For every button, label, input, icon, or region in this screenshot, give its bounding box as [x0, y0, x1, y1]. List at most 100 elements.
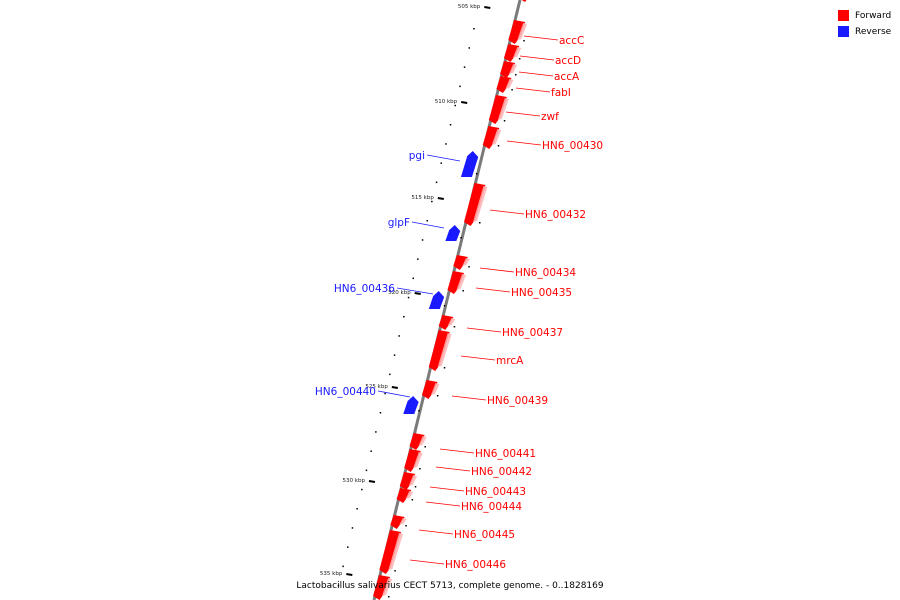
minor-tick	[370, 450, 372, 452]
reverse-gene-arrow	[460, 151, 479, 177]
forward-gene-label: HN6_00442	[471, 466, 532, 478]
minor-tick	[351, 527, 354, 529]
forward-leader-line	[425, 501, 461, 507]
forward-leader-line	[435, 466, 471, 472]
forward-gene-label: HN6_00445	[454, 529, 515, 541]
legend-reverse: Reverse	[838, 24, 891, 39]
forward-gene-arrow	[438, 315, 456, 330]
forward-gene-arrow	[464, 183, 488, 226]
gene-arrows	[373, 0, 528, 600]
forward-gene-label: mrcA	[496, 355, 524, 367]
minor-tick	[342, 565, 344, 568]
scale-tick-mark	[437, 197, 444, 200]
forward-leader-line	[429, 486, 465, 492]
minor-tick	[449, 124, 452, 126]
forward-leader-line	[489, 209, 525, 215]
forward-gene-label: HN6_00444	[461, 501, 522, 513]
forward-gene-arrow	[496, 76, 514, 93]
reverse-gene-label: HN6_00440	[315, 386, 376, 398]
minor-tick	[403, 316, 405, 318]
forward-gene-arrow	[404, 449, 423, 472]
scale-tick-mark	[484, 6, 491, 9]
minor-tick	[421, 239, 424, 241]
minor-tick	[379, 412, 382, 414]
forward-gene-arrow	[447, 271, 467, 294]
forward-gene-arrow	[488, 95, 509, 124]
scale-tick-label: 520 kbp	[388, 290, 411, 296]
reverse-gene-label: pgi	[409, 150, 425, 162]
minor-tick	[468, 47, 470, 49]
forward-swatch	[838, 10, 849, 21]
forward-leader-line	[418, 529, 454, 535]
forward-gene-arrow	[521, 0, 527, 2]
forward-gene-label: accA	[554, 71, 580, 83]
forward-gene-arrow	[396, 488, 414, 503]
forward-leader-line	[523, 35, 559, 41]
scale-tick-label: 505 kbp	[458, 4, 481, 10]
forward-gene-label: HN6_00441	[475, 448, 536, 460]
scale-tick-mark	[414, 292, 421, 295]
minor-tick	[389, 373, 391, 376]
forward-gene-label: fabI	[551, 87, 571, 99]
forward-gene-arrow	[399, 472, 418, 490]
reverse-gene-label: glpF	[388, 217, 410, 229]
minor-tick	[375, 431, 377, 433]
minor-tick	[393, 354, 396, 356]
legend-reverse-label: Reverse	[855, 26, 892, 37]
minor-tick	[473, 28, 475, 30]
forward-gene-arrow	[409, 433, 427, 450]
legend-forward: Forward	[838, 8, 891, 23]
minor-tick	[417, 258, 419, 260]
forward-gene-arrow	[503, 44, 522, 62]
scale-tick-label: 515 kbp	[411, 195, 434, 201]
legend: Forward Reverse	[838, 8, 891, 40]
reverse-gene-arrow	[445, 225, 462, 241]
scale-tick-label: 525 kbp	[365, 384, 388, 390]
forward-gene-label: HN6_00434	[515, 267, 576, 279]
minor-tick	[407, 296, 410, 299]
forward-gene-label: accC	[559, 35, 584, 47]
forward-gene-arrow	[379, 530, 404, 574]
forward-gene-arrow	[500, 61, 518, 78]
reverse-leader-line	[426, 154, 461, 162]
forward-gene-label: HN6_00430	[542, 140, 603, 152]
reverse-leader-line	[377, 390, 411, 398]
minor-tick	[459, 85, 461, 88]
forward-gene-label: HN6_00446	[445, 559, 506, 571]
minor-tick	[398, 335, 400, 337]
legend-forward-label: Forward	[855, 10, 892, 21]
gene-labels: accC accD accA fabI zwf HN6_00430 HN6_00432 HN6…	[315, 35, 603, 571]
reverse-leader-line	[396, 287, 434, 295]
minor-tick	[445, 143, 447, 145]
minor-tick	[356, 508, 358, 510]
forward-gene-arrow	[373, 575, 393, 600]
forward-leader-line	[475, 287, 511, 293]
reverse-leader-line	[411, 221, 445, 229]
forward-leader-line	[518, 71, 554, 77]
genome-caption: Lactobacillus salivarius CECT 5713, comp…	[296, 581, 603, 591]
forward-gene-label: HN6_00432	[525, 209, 586, 221]
scale-tick-label: 535 kbp	[320, 571, 343, 577]
minor-tick	[440, 162, 442, 164]
minor-tick	[384, 392, 386, 395]
scale-tick-mark	[346, 573, 353, 576]
scale-tick-mark	[461, 101, 468, 104]
minor-tick	[463, 66, 466, 68]
minor-tick	[365, 469, 368, 472]
minor-tick	[435, 181, 438, 184]
minor-tick	[426, 220, 428, 222]
forward-leader-line	[506, 140, 542, 146]
forward-leader-line	[505, 111, 541, 117]
forward-gene-arrow	[390, 515, 407, 529]
forward-gene-arrow	[453, 255, 470, 270]
forward-leader-line	[439, 448, 475, 454]
scale-ticks: 505 kbp 510 kbp 515 kbp 520 kbp 525 kbp 530 k…	[320, 4, 491, 577]
forward-leader-line	[466, 327, 502, 333]
forward-gene-arrow	[508, 20, 528, 44]
minor-tick	[412, 277, 414, 280]
minor-tick	[361, 488, 363, 491]
forward-leader-line	[409, 559, 445, 565]
forward-gene-label: HN6_00435	[511, 287, 572, 299]
minor-ticks	[337, 28, 475, 587]
